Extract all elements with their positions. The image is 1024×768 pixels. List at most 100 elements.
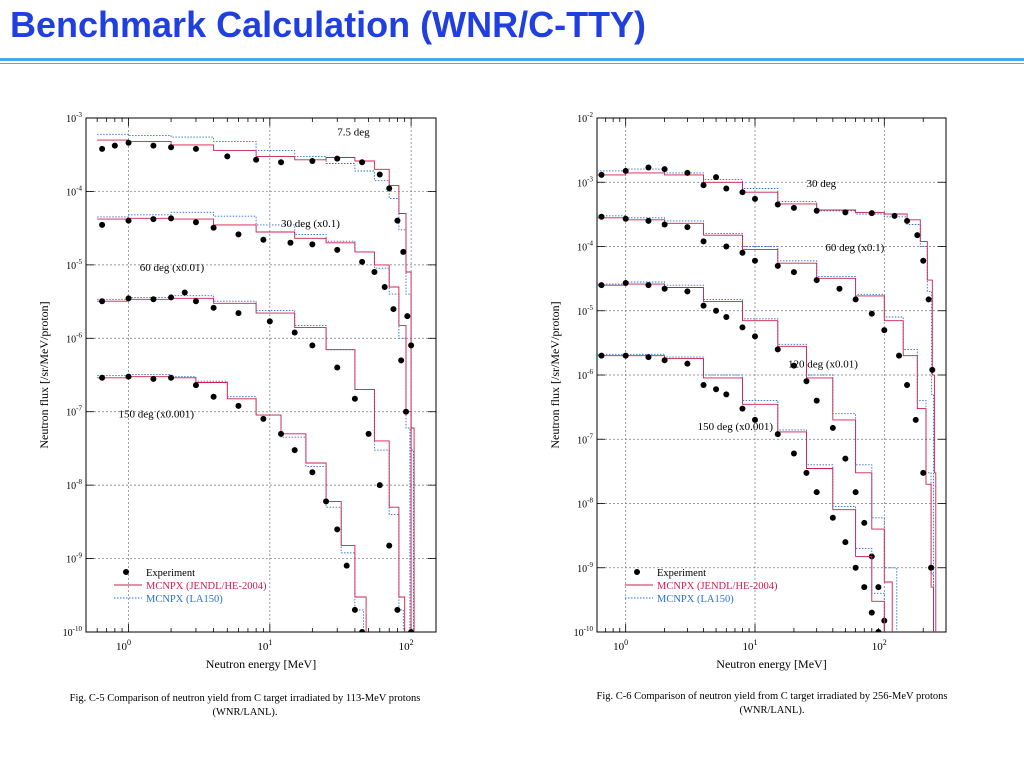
experiment-point	[700, 238, 707, 245]
experiment-point	[125, 295, 132, 302]
experiment-point	[99, 374, 106, 381]
experiment-point	[700, 302, 707, 309]
experiment-point	[713, 174, 720, 181]
experiment-point	[813, 207, 820, 214]
y-tick-label: 10-8	[66, 478, 82, 492]
experiment-point	[125, 139, 132, 146]
experiment-point	[99, 145, 106, 152]
legend-jendl: MCNPX (JENDL/HE-2004)	[146, 581, 267, 592]
experiment-point	[925, 296, 932, 303]
experiment-point	[291, 329, 298, 336]
y-tick-label: 10-3	[66, 111, 82, 125]
experiment-point	[150, 142, 157, 149]
experiment-point	[192, 145, 199, 152]
experiment-point	[210, 304, 217, 311]
la150-histogram	[597, 281, 898, 632]
experiment-point	[622, 167, 629, 174]
experiment-point	[896, 352, 903, 359]
experiment-point	[359, 629, 366, 632]
legend-experiment: Experiment	[146, 568, 195, 579]
experiment-point	[260, 415, 267, 422]
jendl-histogram	[597, 172, 937, 632]
jendl-histogram	[597, 355, 885, 632]
experiment-point	[813, 277, 820, 284]
experiment-point	[751, 416, 758, 423]
experiment-point	[739, 405, 746, 412]
experiment-point	[323, 498, 330, 505]
y-axis-label: Neutron flux [/sr/MeV/proton]	[548, 301, 562, 448]
experiment-point	[224, 153, 231, 160]
y-tick-label: 10-7	[66, 405, 82, 419]
experiment-point	[868, 310, 875, 317]
figure-caption-c6: Fig. C-6 Comparison of neutron yield fro…	[572, 690, 972, 718]
series-label: 30 deg (x0.1)	[281, 218, 340, 230]
experiment-point	[751, 333, 758, 340]
x-axis-label: Neutron energy [MeV]	[716, 657, 826, 671]
y-tick-label: 10-10	[574, 625, 594, 639]
experiment-point	[774, 431, 781, 438]
la150-histogram	[97, 133, 414, 632]
experiment-point	[723, 313, 730, 320]
experiment-point	[622, 280, 629, 287]
experiment-point	[751, 195, 758, 202]
experiment-point	[852, 296, 859, 303]
experiment-point	[334, 364, 341, 371]
experiment-point	[150, 375, 157, 382]
x-tick-label: 102	[399, 638, 414, 653]
experiment-point	[351, 606, 358, 613]
la150-histogram	[597, 168, 934, 632]
experiment-point	[875, 584, 882, 591]
experiment-point	[912, 416, 919, 423]
experiment-point	[334, 246, 341, 253]
experiment-point	[645, 217, 652, 224]
experiment-point	[253, 156, 260, 163]
experiment-point	[645, 282, 652, 289]
experiment-point	[861, 584, 868, 591]
experiment-point	[881, 327, 888, 334]
experiment-point	[852, 489, 859, 496]
series-label: 30 deg	[806, 178, 836, 190]
la150-histogram	[97, 211, 411, 632]
experiment-point	[291, 447, 298, 454]
y-tick-label: 10-5	[66, 258, 82, 272]
caption-line: (WNR/LANL).	[212, 707, 278, 718]
experiment-point	[751, 257, 758, 264]
experiment-point	[875, 629, 882, 632]
series-label: 7.5 deg	[337, 126, 370, 138]
experiment-point	[260, 236, 267, 243]
legend-jendl: MCNPX (JENDL/HE-2004)	[657, 581, 778, 592]
experiment-point	[266, 318, 273, 325]
experiment-point	[842, 455, 849, 462]
experiment-point	[210, 393, 217, 400]
experiment-point	[235, 231, 242, 238]
experiment-point	[359, 258, 366, 265]
slide-title: Benchmark Calculation (WNR/C-TTY)	[10, 4, 647, 45]
legend-experiment: Experiment	[657, 568, 706, 579]
experiment-point	[914, 232, 921, 239]
experiment-point	[774, 201, 781, 208]
experiment-point	[598, 352, 605, 359]
title-underline	[0, 58, 1024, 61]
x-tick-label: 100	[613, 638, 628, 653]
experiment-point	[343, 562, 350, 569]
y-tick-label: 10-4	[66, 184, 82, 198]
experiment-point	[309, 469, 316, 476]
jendl-histogram	[597, 217, 934, 632]
experiment-point	[684, 288, 691, 295]
experiment-point	[394, 606, 401, 613]
experiment-point	[661, 357, 668, 364]
y-tick-label: 10-6	[66, 331, 82, 345]
x-tick-label: 102	[872, 638, 887, 653]
experiment-point	[408, 629, 415, 632]
experiment-point	[920, 469, 927, 476]
experiment-point	[210, 224, 217, 231]
experiment-point	[842, 209, 849, 216]
experiment-point	[723, 185, 730, 192]
experiment-point	[408, 342, 415, 349]
plot-area	[97, 133, 415, 632]
experiment-point	[713, 307, 720, 314]
experiment-point	[386, 542, 393, 549]
experiment-point	[684, 169, 691, 176]
experiment-point	[842, 539, 849, 546]
experiment-point	[790, 269, 797, 276]
